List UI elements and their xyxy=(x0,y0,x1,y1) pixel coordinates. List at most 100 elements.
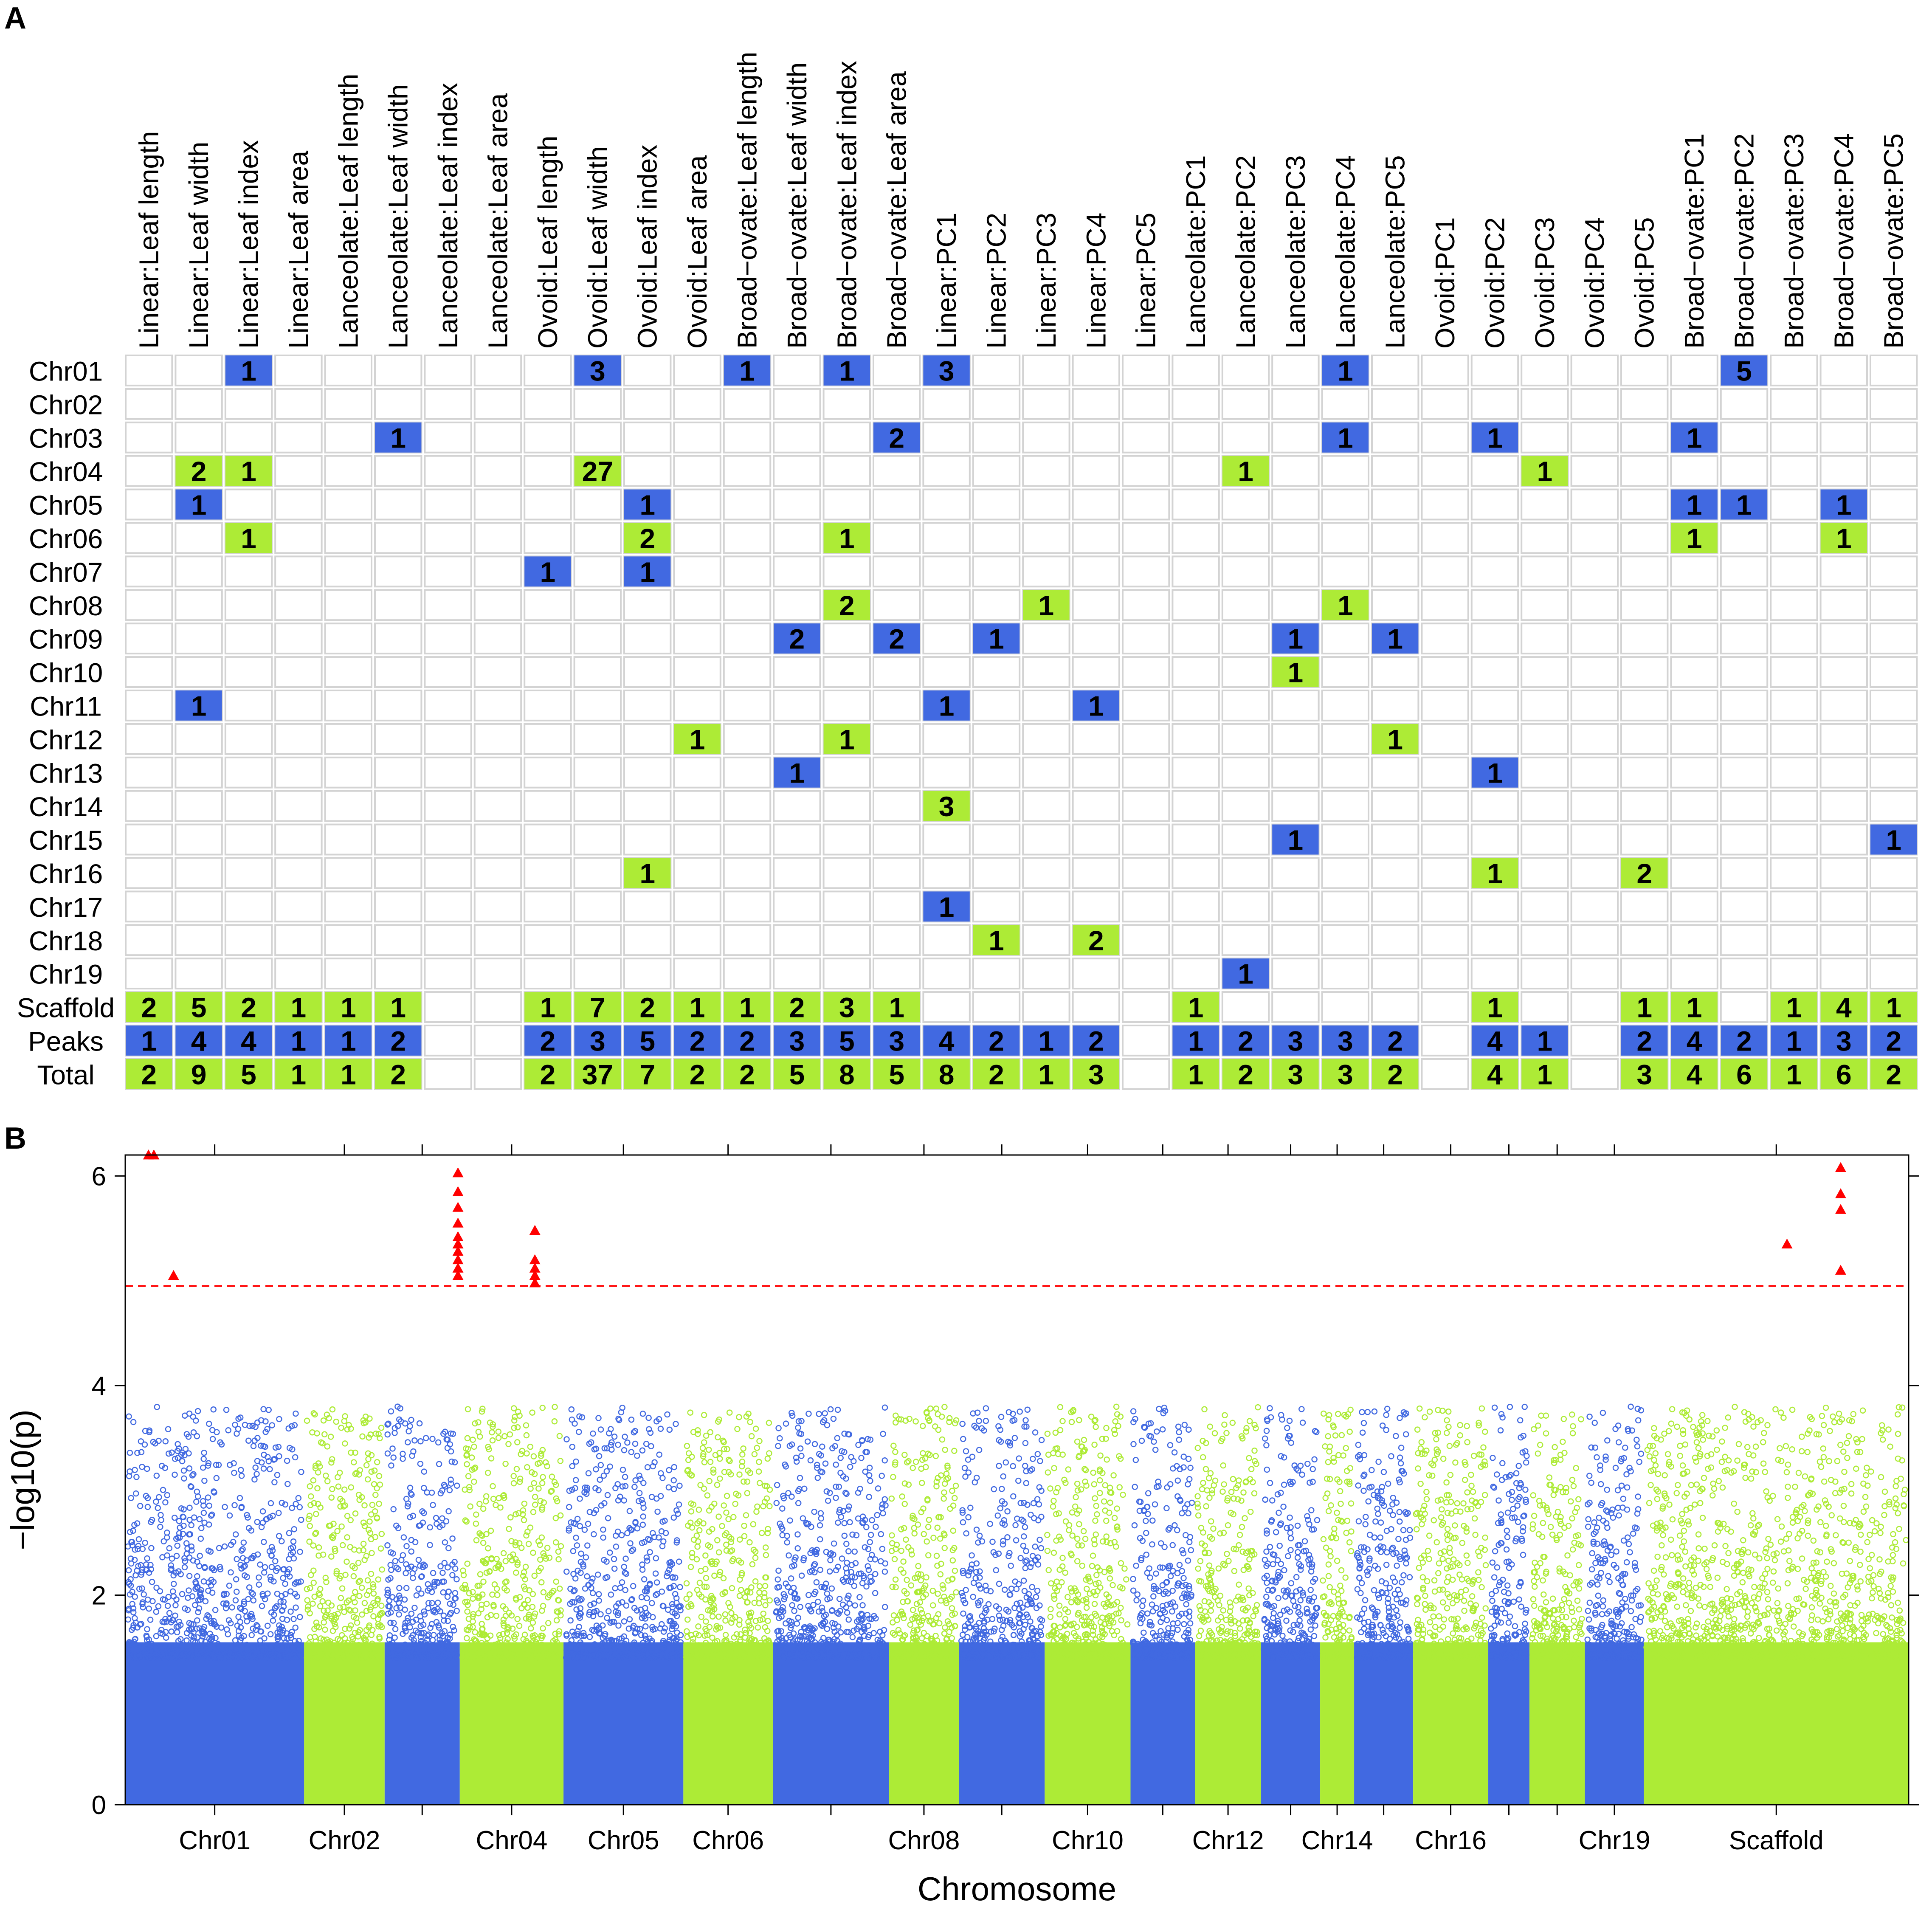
table-cell xyxy=(1271,857,1320,889)
snp-point xyxy=(174,1629,180,1636)
table-cell xyxy=(424,823,472,856)
count-value: 1 xyxy=(739,355,755,386)
snp-point xyxy=(834,1406,841,1413)
snp-point xyxy=(786,1552,792,1559)
snp-point xyxy=(146,1605,152,1612)
snp-point xyxy=(400,1451,406,1457)
snp-point xyxy=(271,1611,277,1618)
snp-point xyxy=(284,1457,290,1464)
snp-point xyxy=(402,1606,408,1613)
snp-point xyxy=(127,1449,133,1456)
snp-point xyxy=(617,1584,624,1591)
table-cell xyxy=(972,790,1021,822)
snp-point xyxy=(172,1602,179,1609)
snp-point xyxy=(211,1648,217,1654)
table-cell xyxy=(972,355,1021,386)
table-cell xyxy=(374,623,422,655)
snp-point xyxy=(137,1503,144,1509)
snp-point xyxy=(591,1531,597,1538)
table-cell xyxy=(1521,690,1569,721)
snp-point xyxy=(753,1508,760,1515)
snp-point xyxy=(581,1527,588,1533)
table-cell xyxy=(1321,656,1370,688)
table-cell xyxy=(374,455,422,487)
table-cell xyxy=(324,790,372,822)
snp-point xyxy=(652,1570,659,1577)
table-cell xyxy=(822,488,871,521)
table-cell xyxy=(922,723,971,755)
row-label: Chr18 xyxy=(29,926,103,956)
count-value: 2 xyxy=(989,1025,1004,1056)
snp-point xyxy=(632,1440,639,1447)
count-cell-fill xyxy=(823,724,870,754)
table-cell xyxy=(1770,522,1818,554)
snp-point xyxy=(453,1608,460,1614)
snp-point xyxy=(182,1445,189,1452)
snp-point xyxy=(552,1631,559,1637)
snp-point xyxy=(164,1603,171,1609)
snp-point xyxy=(698,1614,705,1620)
snp-point xyxy=(445,1508,452,1515)
snp-density-chr05 xyxy=(563,1642,684,1805)
snp-point xyxy=(744,1479,751,1485)
snp-point xyxy=(752,1425,759,1432)
snp-point xyxy=(434,1600,441,1606)
snp-point xyxy=(274,1636,281,1642)
table-cell xyxy=(1172,421,1220,454)
snp-point xyxy=(263,1516,269,1523)
table-cell xyxy=(1271,522,1320,554)
snp-point xyxy=(170,1580,177,1587)
snp-point xyxy=(368,1571,375,1577)
snp-point xyxy=(254,1551,261,1558)
snp-point xyxy=(447,1600,453,1607)
table-cell xyxy=(1521,958,1569,990)
snp-point xyxy=(736,1592,743,1599)
snp-point xyxy=(180,1467,187,1474)
table-cell xyxy=(424,756,472,789)
table-cell xyxy=(424,958,472,990)
table-cell xyxy=(1720,522,1769,554)
table-cell xyxy=(274,589,323,621)
table-cell xyxy=(1122,723,1170,755)
snp-point xyxy=(144,1626,150,1632)
snp-point xyxy=(246,1584,253,1591)
table-cell xyxy=(324,690,372,721)
count-value: 2 xyxy=(1636,1025,1652,1056)
table-cell xyxy=(873,388,921,420)
snp-point xyxy=(427,1542,433,1548)
snp-point xyxy=(702,1552,709,1559)
snp-point xyxy=(392,1558,399,1564)
snp-point xyxy=(866,1494,872,1500)
snp-point xyxy=(285,1425,292,1432)
count-cell-fill xyxy=(225,523,272,553)
table-cell xyxy=(424,623,472,655)
snp-point xyxy=(677,1632,684,1639)
snp-point xyxy=(908,1582,915,1589)
snp-point xyxy=(149,1579,155,1585)
snp-point xyxy=(161,1538,167,1545)
table-cell xyxy=(1321,823,1370,856)
snp-point xyxy=(161,1654,167,1660)
count-value: 1 xyxy=(241,456,256,487)
table-cell xyxy=(1122,958,1170,990)
snp-point xyxy=(201,1519,208,1526)
snp-point xyxy=(200,1498,206,1504)
snp-point xyxy=(264,1623,271,1629)
snp-point xyxy=(154,1404,160,1410)
snp-point xyxy=(760,1610,767,1617)
table-cell xyxy=(972,823,1021,856)
snp-point xyxy=(342,1413,348,1420)
snp-points xyxy=(125,1403,1909,1805)
snp-point xyxy=(282,1591,289,1597)
snp-point xyxy=(574,1516,581,1522)
table-cell xyxy=(473,555,522,588)
table-cell xyxy=(673,656,721,688)
table-cell xyxy=(1570,488,1619,521)
table-cell xyxy=(1122,991,1170,1023)
snp-point xyxy=(429,1436,436,1442)
snp-point xyxy=(834,1435,841,1441)
table-cell xyxy=(673,890,721,923)
snp-point xyxy=(366,1518,373,1525)
count-value: 9 xyxy=(191,1059,207,1090)
snp-point xyxy=(261,1539,267,1545)
